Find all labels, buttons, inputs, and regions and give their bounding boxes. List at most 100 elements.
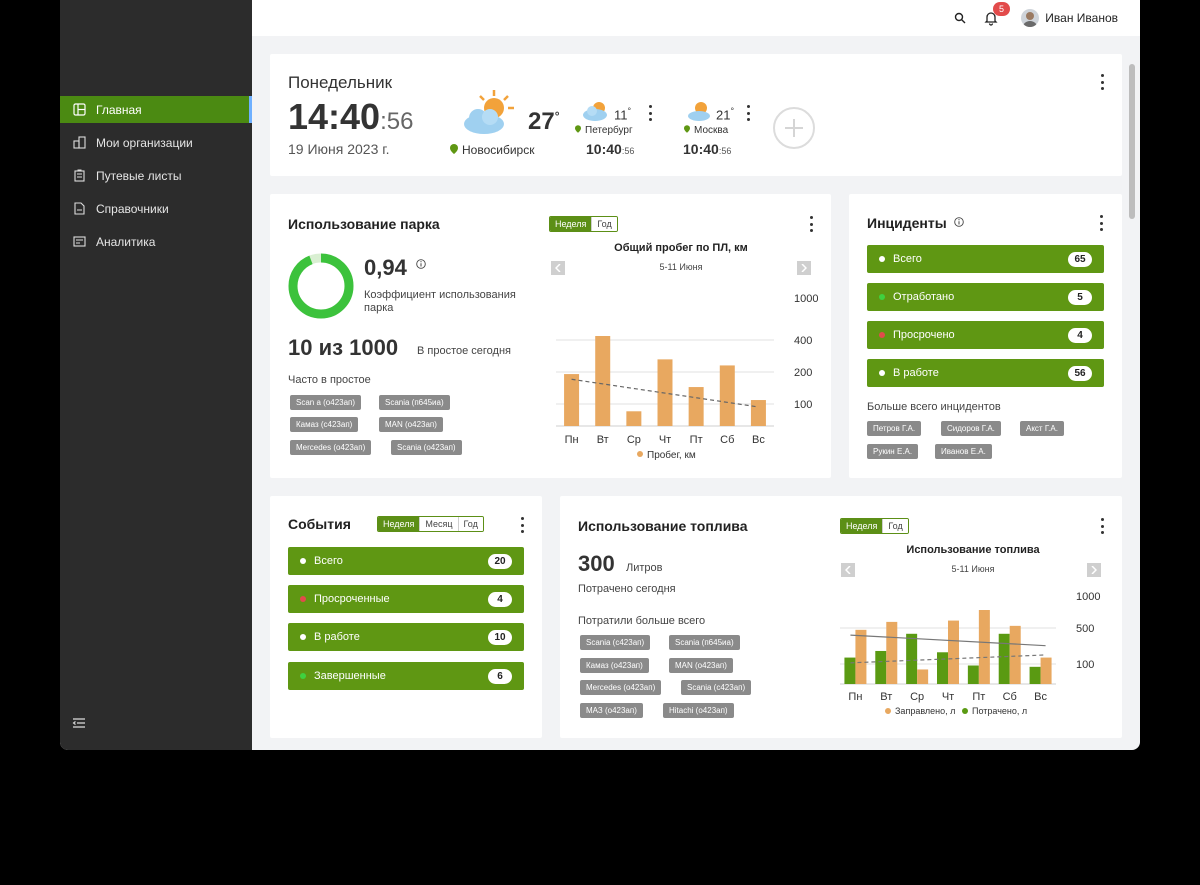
idle-label: В простое сегодня: [417, 345, 512, 357]
person-chip[interactable]: Рукин Е.А.: [867, 444, 919, 459]
events-card-menu-button[interactable]: [519, 517, 525, 533]
person-chip[interactable]: Петров Г.А.: [867, 421, 922, 436]
tab-year[interactable]: Год: [591, 217, 617, 231]
chevron-right-icon[interactable]: [797, 261, 811, 275]
tab-year[interactable]: Год: [457, 517, 483, 531]
cloud-icon: [582, 100, 610, 127]
bar[interactable]: [750, 400, 766, 426]
legend-marker-spent: [962, 708, 968, 714]
park-chart-title: Общий пробег по ПЛ, км: [614, 242, 748, 254]
person-chip[interactable]: Акст Г.А.: [1020, 421, 1064, 436]
tab-week[interactable]: Неделя: [550, 217, 592, 231]
bar-refueled[interactable]: [1009, 625, 1021, 684]
person-chip[interactable]: Сидоров Г.А.: [941, 421, 1001, 436]
bar-refueled[interactable]: [1040, 657, 1052, 684]
bar-refueled[interactable]: [948, 620, 959, 684]
sidebar-item-analytics[interactable]: Аналитика: [60, 228, 252, 255]
info-icon[interactable]: [416, 256, 426, 274]
time-seconds: :56: [380, 108, 414, 135]
city-1-time: 10:40:56: [586, 141, 635, 157]
bar-refueled[interactable]: [978, 610, 990, 684]
bell-icon[interactable]: [984, 10, 1000, 26]
park-card-menu-button[interactable]: [808, 216, 814, 232]
event-pill-in-progress[interactable]: В работе 10: [288, 623, 524, 651]
legend-label-spent: Потрачено, л: [972, 706, 1027, 716]
vehicle-chip[interactable]: MAN (о423ап): [669, 658, 733, 673]
tab-month[interactable]: Месяц: [419, 517, 458, 531]
vehicle-chip[interactable]: Scania (с423ап): [681, 680, 752, 695]
event-pill-completed[interactable]: Завершенные 6: [288, 662, 524, 690]
vehicle-chip[interactable]: Scania (п645иа): [379, 395, 450, 410]
bar-refueled[interactable]: [917, 669, 929, 684]
vehicle-chip[interactable]: MAN (о423ап): [379, 417, 443, 432]
vehicle-chip[interactable]: Mercedes (о423ап): [580, 680, 662, 695]
vehicle-chip[interactable]: Scania (о423ап): [391, 440, 462, 455]
chevron-right-icon[interactable]: [1087, 563, 1101, 577]
incident-pill-in-progress[interactable]: В работе 56: [867, 359, 1104, 387]
collapse-menu-icon[interactable]: [72, 716, 86, 730]
incident-pill-resolved[interactable]: Отработано 5: [867, 283, 1104, 311]
location-pin-icon: [575, 125, 581, 136]
vehicle-chip[interactable]: Hitachi (о423ап): [663, 703, 734, 718]
clock-card-menu-button[interactable]: [1099, 74, 1105, 90]
app-window: Главная Мои организации Путевые листы Сп…: [60, 0, 1140, 750]
fuel-title: Использование топлива: [578, 518, 748, 534]
person-chip[interactable]: Иванов Е.А.: [935, 444, 992, 459]
x-tick-label: Пн: [848, 691, 862, 703]
vehicle-chip[interactable]: Scania (п645иа): [669, 635, 740, 650]
event-pill-overdue[interactable]: Просроченные 4: [288, 585, 524, 613]
vehicle-chip[interactable]: Scan a (о423ап): [290, 395, 362, 410]
chevron-left-icon[interactable]: [841, 563, 855, 577]
bar-refueled[interactable]: [886, 621, 898, 684]
incident-pill-total[interactable]: Всего 65: [867, 245, 1104, 273]
vehicle-chip[interactable]: Камаз (о423ап): [580, 658, 649, 673]
sidebar-item-directories[interactable]: Справочники: [60, 195, 252, 222]
events-period-tabs: Неделя Месяц Год: [377, 516, 484, 532]
incidents-card-menu-button[interactable]: [1098, 215, 1104, 231]
sidebar-item-organizations[interactable]: Мои организации: [60, 129, 252, 156]
sidebar-item-waybills[interactable]: Путевые листы: [60, 162, 252, 189]
trend-line-spent: [850, 654, 1046, 664]
info-icon[interactable]: [954, 214, 964, 232]
bar[interactable]: [595, 336, 611, 426]
vehicle-chip[interactable]: Scania (с423ап): [580, 635, 651, 650]
sidebar-item-home[interactable]: Главная: [60, 96, 252, 123]
sidebar-item-label: Справочники: [96, 201, 169, 216]
bar-spent[interactable]: [906, 633, 918, 684]
tab-week[interactable]: Неделя: [841, 519, 883, 533]
tab-year[interactable]: Год: [882, 519, 908, 533]
incident-pill-overdue[interactable]: Просрочено 4: [867, 321, 1104, 349]
park-chart-period: 5-11 Июня: [659, 262, 703, 272]
scrollbar[interactable]: [1128, 54, 1136, 744]
bar-spent[interactable]: [1029, 666, 1041, 684]
chevron-left-icon[interactable]: [551, 261, 565, 275]
x-tick-label: Вт: [880, 691, 892, 703]
count-badge: 4: [1068, 328, 1092, 343]
vehicle-chip[interactable]: Камаз (с423ап): [290, 417, 359, 432]
bar[interactable]: [564, 374, 580, 426]
tab-week[interactable]: Неделя: [378, 517, 420, 531]
bar-spent[interactable]: [937, 652, 948, 684]
search-icon[interactable]: [954, 11, 968, 25]
bar-spent[interactable]: [967, 665, 979, 685]
event-pill-total[interactable]: Всего 20: [288, 547, 524, 575]
vehicle-chip[interactable]: МАЗ (о423ап): [580, 703, 643, 718]
bar[interactable]: [688, 387, 704, 426]
bar-spent[interactable]: [998, 633, 1010, 684]
fuel-card-menu-button[interactable]: [1099, 518, 1105, 534]
user-name[interactable]: Иван Иванов: [1045, 11, 1118, 25]
bar[interactable]: [626, 411, 642, 426]
city-2-menu-button[interactable]: [745, 105, 751, 121]
bar[interactable]: [719, 365, 735, 426]
bar-spent[interactable]: [844, 657, 856, 684]
fuel-chart-period: 5-11 Июня: [951, 564, 995, 574]
scrollbar-thumb[interactable]: [1129, 64, 1135, 219]
bar-spent[interactable]: [875, 650, 887, 684]
add-city-button[interactable]: [773, 107, 815, 149]
avatar[interactable]: [1021, 9, 1039, 27]
x-tick-label: Сб: [1003, 691, 1017, 703]
city-1-menu-button[interactable]: [647, 105, 653, 121]
bar-refueled[interactable]: [855, 629, 867, 684]
count-badge: 56: [1068, 366, 1092, 381]
vehicle-chip[interactable]: Mercedes (о423ап): [290, 440, 372, 455]
